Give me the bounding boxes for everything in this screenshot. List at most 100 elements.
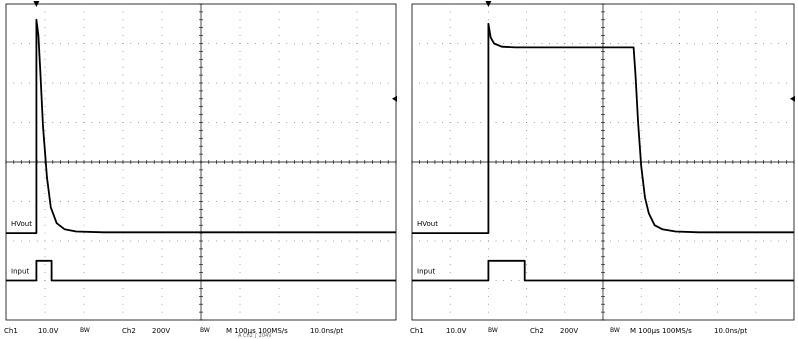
grid-dot bbox=[122, 319, 124, 321]
grid-dot bbox=[387, 122, 389, 123]
grid-dot bbox=[364, 240, 366, 242]
grid-dot bbox=[564, 288, 566, 289]
grid-dot bbox=[679, 256, 680, 258]
grid-dot bbox=[526, 216, 527, 218]
grid-dot bbox=[278, 240, 280, 242]
grid-dot bbox=[778, 82, 780, 84]
grid-dot bbox=[717, 185, 718, 187]
grid-dot bbox=[60, 240, 61, 242]
grid-dot bbox=[52, 240, 54, 242]
grid-dot bbox=[610, 122, 611, 123]
grid-dot bbox=[564, 303, 566, 305]
grid-dot bbox=[317, 137, 319, 139]
grid-dot bbox=[564, 201, 566, 202]
grid-dot bbox=[533, 43, 535, 44]
grid-dot bbox=[449, 216, 451, 218]
trigger-readout-overlap: A Ch2 ∫ 204V bbox=[238, 333, 272, 339]
grid-dot bbox=[426, 240, 428, 242]
grid-dot bbox=[747, 82, 749, 84]
grid-dot bbox=[457, 201, 459, 202]
grid-dot bbox=[549, 201, 550, 202]
grid-dot bbox=[640, 319, 642, 321]
grid-dot bbox=[426, 201, 428, 202]
grid-dot bbox=[556, 43, 558, 44]
grid-dot bbox=[518, 201, 520, 202]
grid-dot bbox=[107, 43, 108, 44]
grid-dot bbox=[679, 248, 680, 250]
grid-dot bbox=[44, 264, 46, 266]
grid-dot bbox=[278, 90, 280, 92]
grid-dot bbox=[717, 35, 718, 36]
grid-dot bbox=[278, 137, 280, 139]
grid-dot bbox=[278, 177, 280, 179]
grid-dot bbox=[185, 82, 186, 84]
grid-dot bbox=[114, 122, 116, 123]
grid-dot bbox=[786, 82, 787, 84]
grid-dot bbox=[270, 43, 272, 44]
grid-dot bbox=[255, 82, 256, 84]
trace-label-hvout: HVout bbox=[417, 220, 438, 228]
grid-dot bbox=[161, 216, 163, 218]
grid-dot bbox=[239, 27, 241, 29]
grid-dot bbox=[541, 122, 543, 123]
grid-dot bbox=[717, 177, 718, 179]
grid-dot bbox=[122, 185, 124, 187]
grid-dot bbox=[449, 177, 451, 179]
grid-dot bbox=[694, 43, 696, 44]
grid-dot bbox=[52, 43, 54, 44]
grid-dot bbox=[387, 43, 389, 44]
grid-dot bbox=[595, 122, 596, 123]
grid-dot bbox=[44, 90, 46, 92]
grid-dot bbox=[526, 319, 527, 321]
grid-dot bbox=[793, 122, 795, 123]
grid-dot bbox=[44, 295, 46, 297]
grid-dot bbox=[286, 122, 288, 123]
grid-dot bbox=[717, 169, 718, 171]
grid-dot bbox=[333, 122, 334, 123]
grid-dot bbox=[270, 240, 272, 242]
grid-dot bbox=[122, 224, 124, 226]
grid-dot bbox=[686, 240, 688, 242]
grid-dot bbox=[426, 43, 428, 44]
grid-dot bbox=[449, 130, 451, 131]
grid-dot bbox=[356, 264, 358, 266]
grid-dot bbox=[83, 209, 85, 210]
grid-dot bbox=[617, 201, 619, 202]
grid-dot bbox=[480, 82, 482, 84]
grid-dot bbox=[380, 122, 381, 123]
grid-dot bbox=[526, 51, 527, 52]
grid-dot bbox=[185, 122, 186, 123]
status-bar-2: Ch1 10.0V BW Ch2 200V BW M 100µs 100MS/s… bbox=[408, 324, 798, 338]
grid-dot bbox=[747, 43, 749, 44]
grid-dot bbox=[755, 177, 757, 179]
grid-dot bbox=[449, 90, 451, 92]
grid-dot bbox=[138, 43, 139, 44]
grid-dot bbox=[5, 43, 7, 44]
grid-dot bbox=[480, 201, 482, 202]
grid-dot bbox=[564, 114, 566, 115]
ch1-label: Ch1 bbox=[410, 327, 424, 335]
grid-dot bbox=[372, 82, 373, 84]
grid-dot bbox=[724, 240, 726, 242]
grid-dot bbox=[130, 240, 132, 242]
grid-dot bbox=[317, 98, 319, 100]
grid-dot bbox=[91, 240, 93, 242]
grid-dot bbox=[526, 11, 527, 13]
grid-dot bbox=[564, 11, 566, 13]
grid-dot bbox=[434, 240, 436, 242]
grid-dot bbox=[161, 240, 163, 242]
grid-dot bbox=[411, 82, 413, 84]
grid-dot bbox=[717, 264, 718, 266]
grid-dot bbox=[278, 216, 280, 218]
grid-dot bbox=[640, 35, 642, 36]
grid-dot bbox=[44, 98, 46, 100]
grid-dot bbox=[526, 177, 527, 179]
grid-dot bbox=[302, 43, 303, 44]
grid-dot bbox=[317, 51, 319, 52]
grid-dot bbox=[239, 90, 241, 92]
grid-dot bbox=[472, 201, 474, 202]
grid-dot bbox=[239, 319, 241, 321]
grid-dot bbox=[278, 272, 280, 273]
grid-dot bbox=[701, 82, 703, 84]
grid-dot bbox=[114, 82, 116, 84]
